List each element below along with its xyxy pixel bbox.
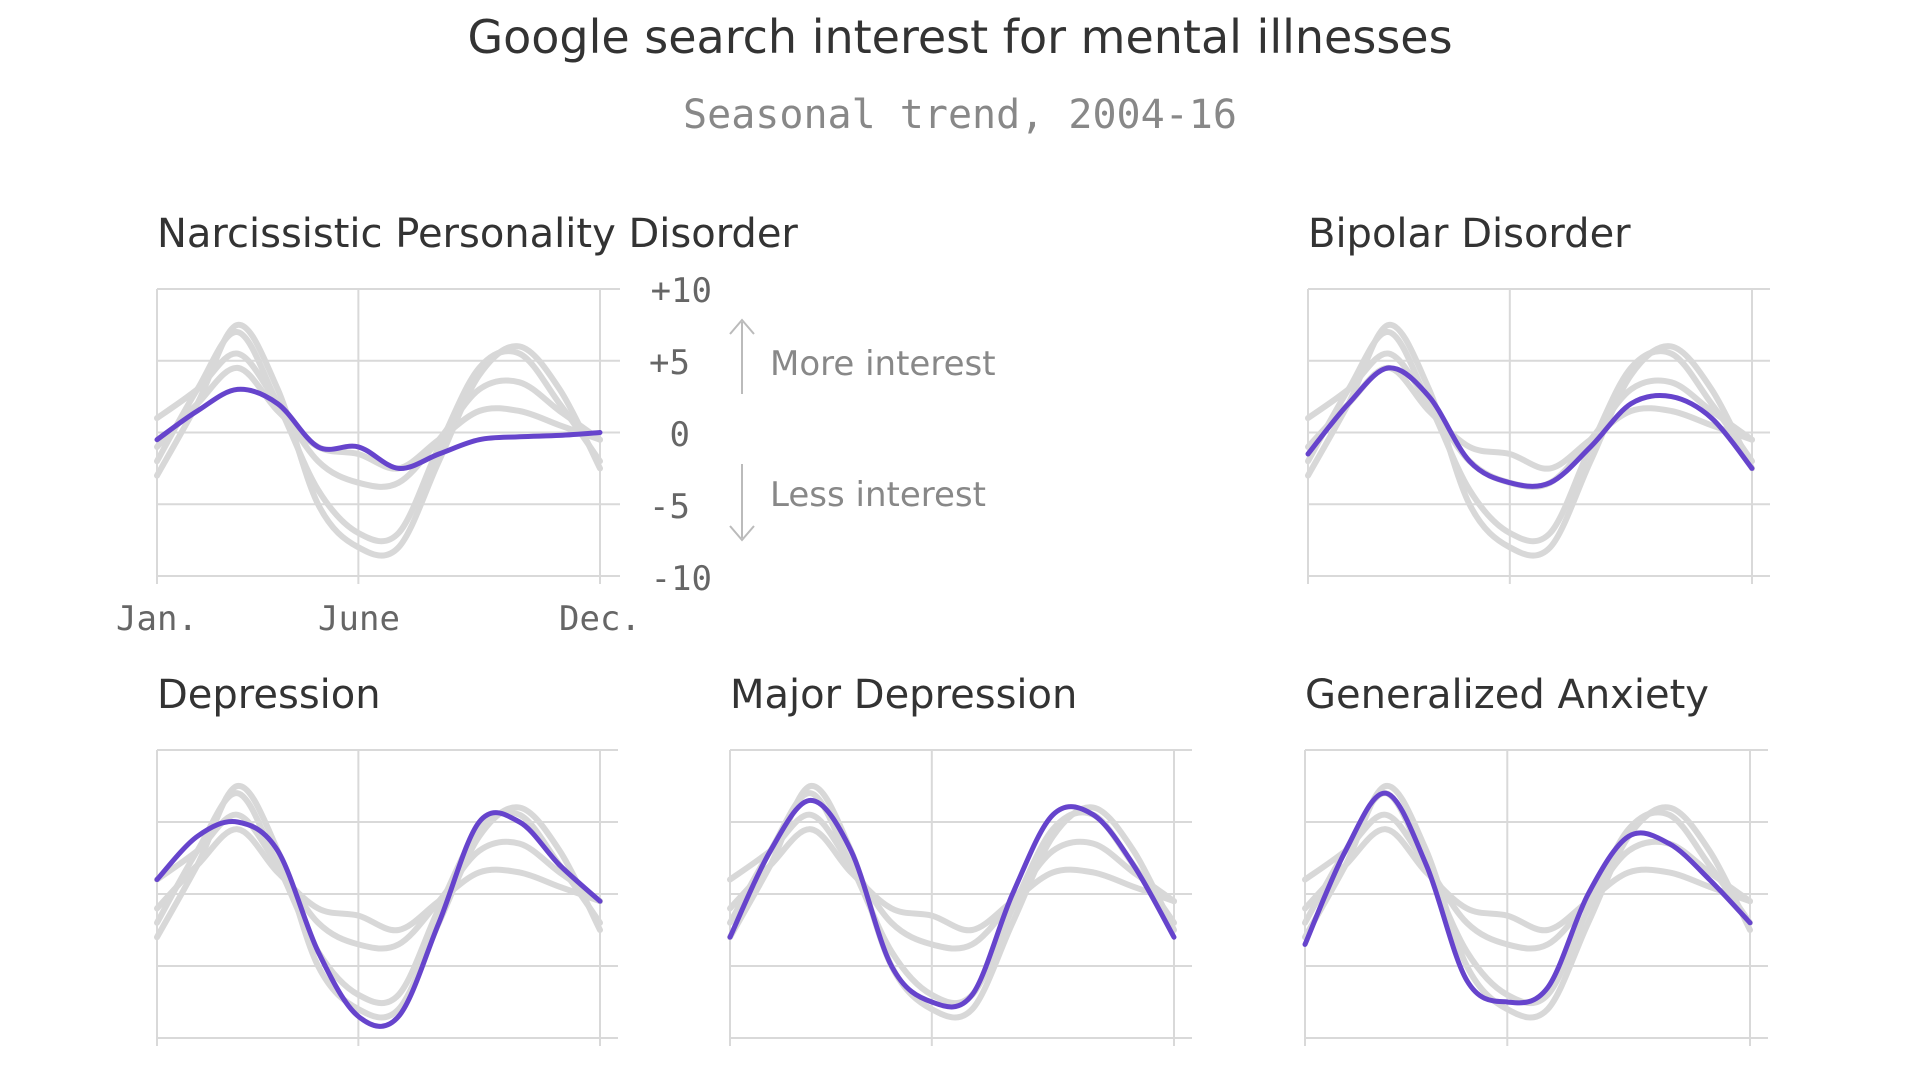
series-line-other: [154, 811, 603, 952]
series-line-highlight: [1305, 365, 1755, 489]
x-tick-label: June: [318, 599, 400, 639]
more-interest-label: More interest: [770, 344, 996, 384]
y-tick-label: -10: [651, 559, 712, 599]
series-line-highlight: [727, 797, 1177, 1010]
panel-title-major-depression: Major Depression: [730, 672, 1077, 718]
series-line-highlight: [154, 386, 603, 471]
series-line-other: [1305, 329, 1755, 545]
series-line-other: [727, 826, 1177, 934]
series-line-other: [154, 826, 603, 934]
panel-title-generalized-anxiety: Generalized Anxiety: [1305, 672, 1709, 718]
chart-panel: [154, 749, 618, 1046]
x-tick-label: Dec.: [559, 599, 641, 639]
arrow-up-icon: [729, 318, 755, 394]
y-tick-label: +10: [651, 271, 712, 311]
panel-title-depression: Depression: [157, 672, 381, 718]
less-interest-label: Less interest: [770, 475, 986, 515]
series-line-other: [154, 350, 603, 490]
y-tick-label: -5: [649, 487, 690, 527]
series-line-other: [1305, 364, 1755, 472]
chart-panel: [727, 749, 1192, 1046]
chart-panel: [154, 288, 620, 584]
y-tick-label: 0: [670, 415, 690, 455]
chart-panel: [1305, 288, 1770, 584]
series-line-other: [154, 364, 603, 472]
series-line-highlight: [154, 810, 603, 1029]
panel-title-narcissistic: Narcissistic Personality Disorder: [157, 211, 798, 257]
chart-title: Google search interest for mental illnes…: [467, 10, 1453, 64]
series-line-highlight: [1302, 790, 1753, 1006]
chart-subtitle: Seasonal trend, 2004-16: [683, 92, 1237, 138]
chart-panel: [1302, 749, 1768, 1046]
panel-title-bipolar: Bipolar Disorder: [1308, 211, 1631, 257]
series-line-other: [154, 329, 603, 545]
y-tick-label: +5: [649, 343, 690, 383]
chart-panels: [154, 288, 1770, 1046]
series-line-other: [154, 790, 603, 1007]
series-line-other: [727, 811, 1177, 952]
x-tick-label: Jan.: [116, 599, 198, 639]
series-line-other: [1302, 826, 1753, 934]
arrow-down-icon: [729, 464, 755, 542]
